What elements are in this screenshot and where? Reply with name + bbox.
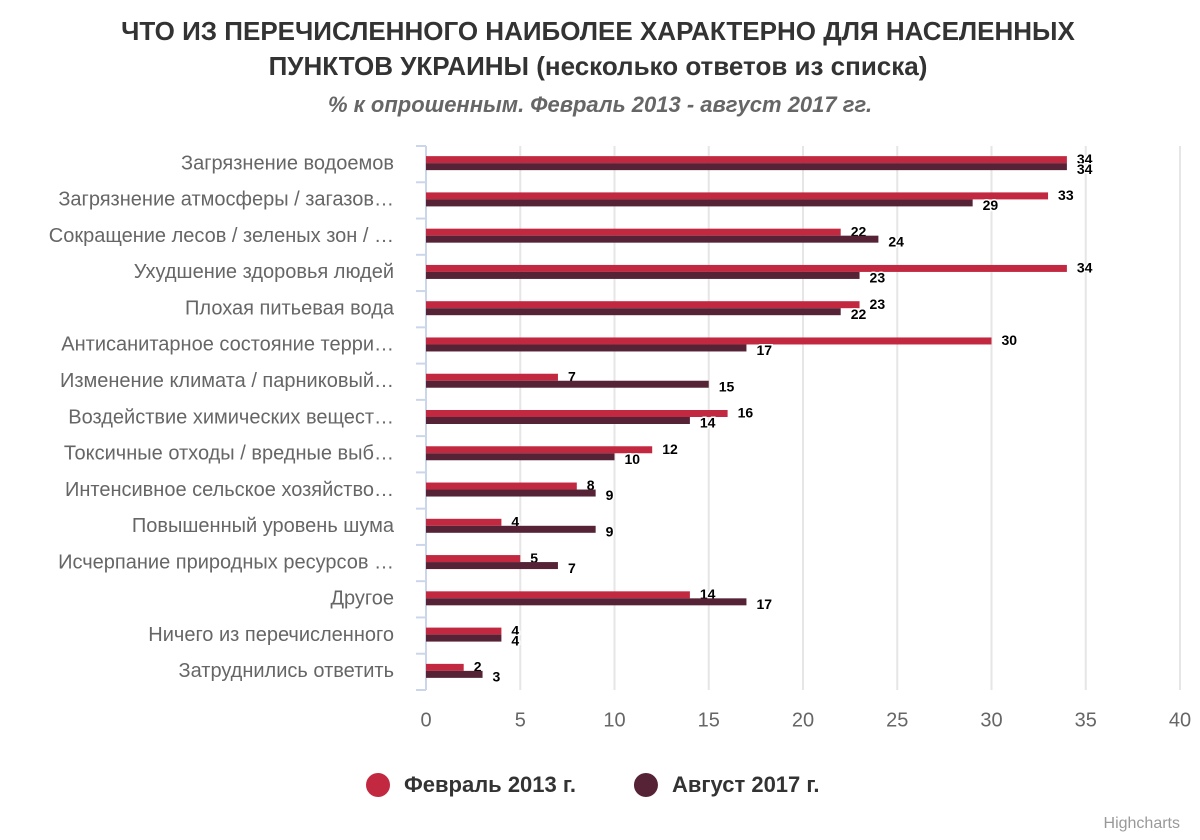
bar xyxy=(426,555,521,563)
y-tick-label: Антисанитарное состояние терри… xyxy=(61,334,394,356)
x-tick-label: 0 xyxy=(420,709,431,731)
y-tick-label: Другое xyxy=(330,588,394,610)
data-label: 23 xyxy=(870,296,886,312)
bar xyxy=(426,663,464,671)
data-label: 4 xyxy=(511,632,519,648)
bar xyxy=(426,670,483,678)
bar xyxy=(426,489,596,497)
bar xyxy=(426,301,860,309)
x-tick-label: 20 xyxy=(792,709,814,731)
data-label: 34 xyxy=(1077,260,1093,276)
credits: Highcharts xyxy=(1104,815,1180,832)
x-tick-label: 25 xyxy=(886,709,908,731)
y-tick-label: Изменение климата / парниковый… xyxy=(60,370,394,392)
data-label: 23 xyxy=(870,270,886,286)
bar xyxy=(426,228,841,236)
y-tick-label: Воздействие химических вещест… xyxy=(68,406,394,428)
data-label: 4 xyxy=(511,622,519,638)
x-tick-label: 40 xyxy=(1169,709,1191,731)
bar xyxy=(426,156,1067,164)
bar xyxy=(426,192,1049,200)
bar xyxy=(426,410,728,417)
data-label: 12 xyxy=(662,441,678,457)
data-label: 5 xyxy=(530,550,538,566)
data-label: 24 xyxy=(888,233,904,249)
bar xyxy=(426,453,615,461)
bar xyxy=(426,562,558,570)
data-label: 2 xyxy=(474,659,482,675)
bar xyxy=(426,518,502,526)
data-label: 29 xyxy=(983,197,999,213)
data-label: 14 xyxy=(700,415,716,431)
data-label: 10 xyxy=(625,451,641,467)
data-label: 33 xyxy=(1058,187,1074,203)
y-tick-label: Плохая питьевая вода xyxy=(185,297,395,319)
bar xyxy=(426,598,747,606)
legend-label: Февраль 2013 г. xyxy=(404,772,576,797)
bar xyxy=(426,525,596,533)
bar xyxy=(426,446,653,454)
y-tick-label: Ничего из перечисленного xyxy=(148,624,394,646)
x-tick-label: 5 xyxy=(515,709,526,731)
data-label: 17 xyxy=(756,596,772,612)
data-label: 8 xyxy=(587,477,595,493)
legend-marker xyxy=(366,773,390,797)
data-label: 30 xyxy=(1002,332,1018,348)
bar xyxy=(426,235,879,243)
bar xyxy=(426,271,860,279)
y-tick-label: Загрязнение водоемов xyxy=(181,152,394,174)
data-label: 4 xyxy=(511,514,519,530)
data-label: 9 xyxy=(606,524,614,540)
chart-title: ПУНКТОВ УКРАИНЫ (несколько ответов из сп… xyxy=(269,51,928,81)
data-label: 7 xyxy=(568,560,576,576)
data-label: 22 xyxy=(851,306,867,322)
bar xyxy=(426,627,502,635)
legend-label: Август 2017 г. xyxy=(672,772,820,797)
y-tick-label: Повышенный уровень шума xyxy=(132,515,395,537)
x-tick-label: 10 xyxy=(603,709,625,731)
bar xyxy=(426,482,577,490)
data-label: 15 xyxy=(719,378,735,394)
bar xyxy=(426,344,747,352)
bar xyxy=(426,308,841,316)
chart-subtitle: % к опрошенным. Февраль 2013 - август 20… xyxy=(328,92,872,117)
y-tick-label: Интенсивное сельское хозяйство… xyxy=(65,479,394,501)
data-label: 16 xyxy=(738,405,754,421)
bar xyxy=(426,634,502,642)
bar xyxy=(426,417,690,424)
y-tick-label: Затруднились ответить xyxy=(179,660,394,682)
bar xyxy=(426,163,1067,171)
chart-title: ЧТО ИЗ ПЕРЕЧИСЛЕННОГО НАИБОЛЕЕ ХАРАКТЕРН… xyxy=(121,16,1075,46)
x-tick-label: 30 xyxy=(980,709,1002,731)
y-tick-label: Ухудшение здоровья людей xyxy=(134,261,394,283)
y-tick-label: Сокращение лесов / зеленых зон / … xyxy=(49,225,394,247)
bar xyxy=(426,591,690,599)
data-label: 9 xyxy=(606,487,614,503)
y-tick-label: Токсичные отходы / вредные выб… xyxy=(64,443,394,465)
bar xyxy=(426,337,992,345)
bar xyxy=(426,373,558,381)
data-label: 3 xyxy=(493,669,501,685)
x-tick-label: 35 xyxy=(1075,709,1097,731)
bar xyxy=(426,264,1067,272)
data-label: 34 xyxy=(1077,161,1093,177)
y-tick-label: Исчерпание природных ресурсов … xyxy=(58,551,394,573)
y-tick-label: Загрязнение атмосферы / загазов… xyxy=(58,189,394,211)
data-label: 17 xyxy=(756,342,772,358)
data-label: 7 xyxy=(568,368,576,384)
legend-marker xyxy=(633,773,658,797)
data-label: 34 xyxy=(1077,151,1093,167)
x-tick-label: 15 xyxy=(698,709,720,731)
bar xyxy=(426,380,709,388)
bar xyxy=(426,199,973,207)
